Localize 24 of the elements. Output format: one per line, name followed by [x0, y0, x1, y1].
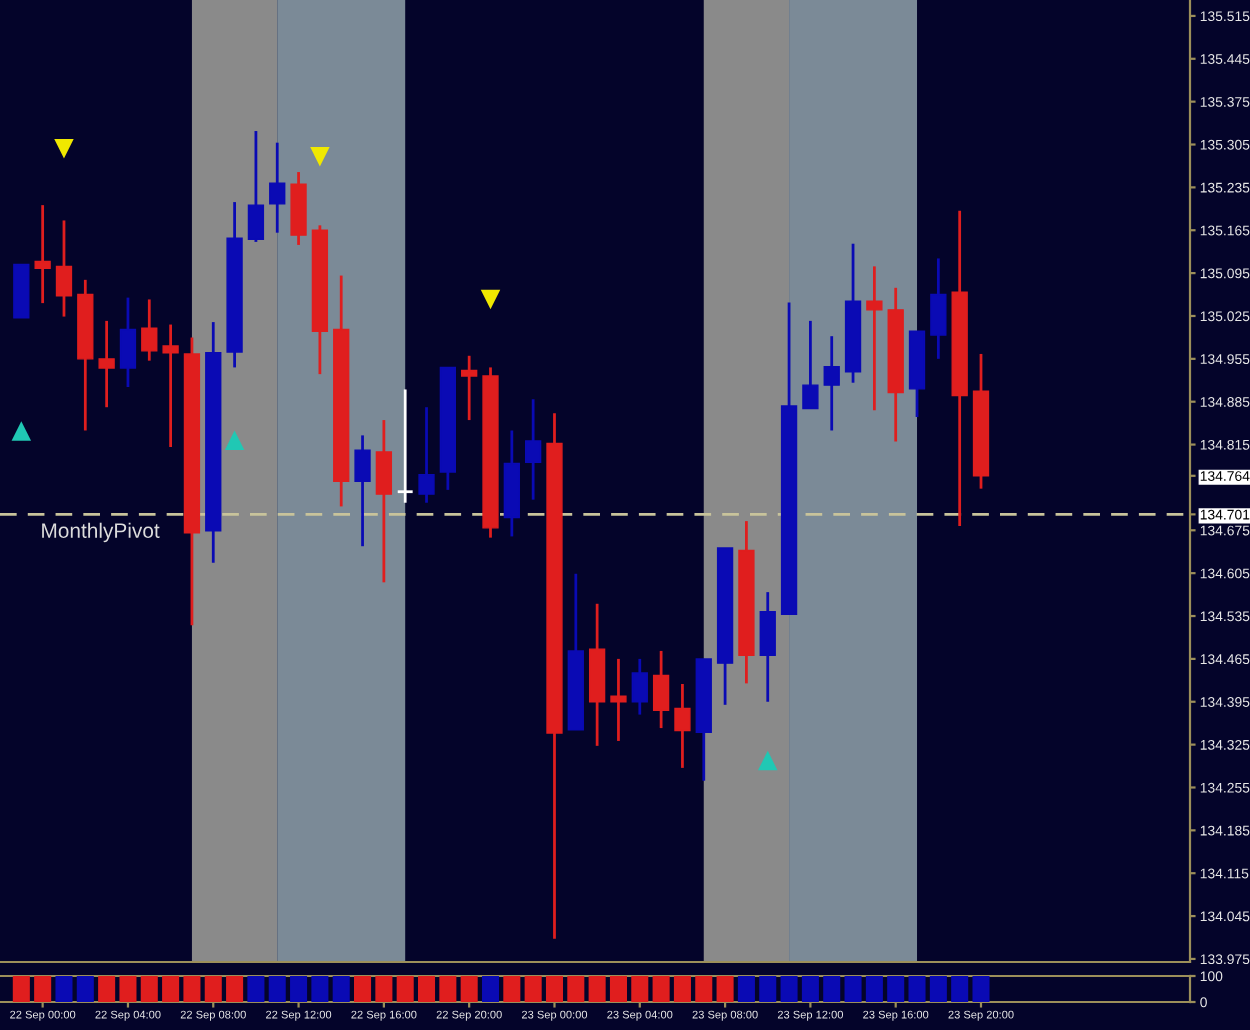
- candlestick: [247, 129, 265, 244]
- candlestick: [354, 433, 371, 548]
- candlestick: [34, 203, 51, 305]
- candlestick: [524, 397, 542, 502]
- candlestick: [631, 657, 648, 716]
- candlestick: [418, 405, 435, 505]
- candlestick: [759, 590, 776, 704]
- candlestick: [269, 141, 286, 235]
- candlestick: [823, 334, 840, 432]
- candlestick: [141, 298, 158, 363]
- ref-line-label: MonthlyPivot: [42, 522, 160, 543]
- candlestick: [396, 388, 415, 505]
- candlestick: [610, 657, 627, 743]
- candlestick: [375, 418, 393, 584]
- candlestick: [652, 649, 670, 730]
- candlestick: [162, 323, 179, 449]
- candlestick: [55, 219, 73, 318]
- candlestick: [930, 257, 947, 361]
- candlestick: [119, 296, 137, 389]
- candlestick: [461, 354, 478, 422]
- candlestick: [866, 264, 883, 412]
- candlestick: [98, 319, 115, 409]
- candlestick: [802, 319, 819, 410]
- candlestick: [674, 682, 691, 770]
